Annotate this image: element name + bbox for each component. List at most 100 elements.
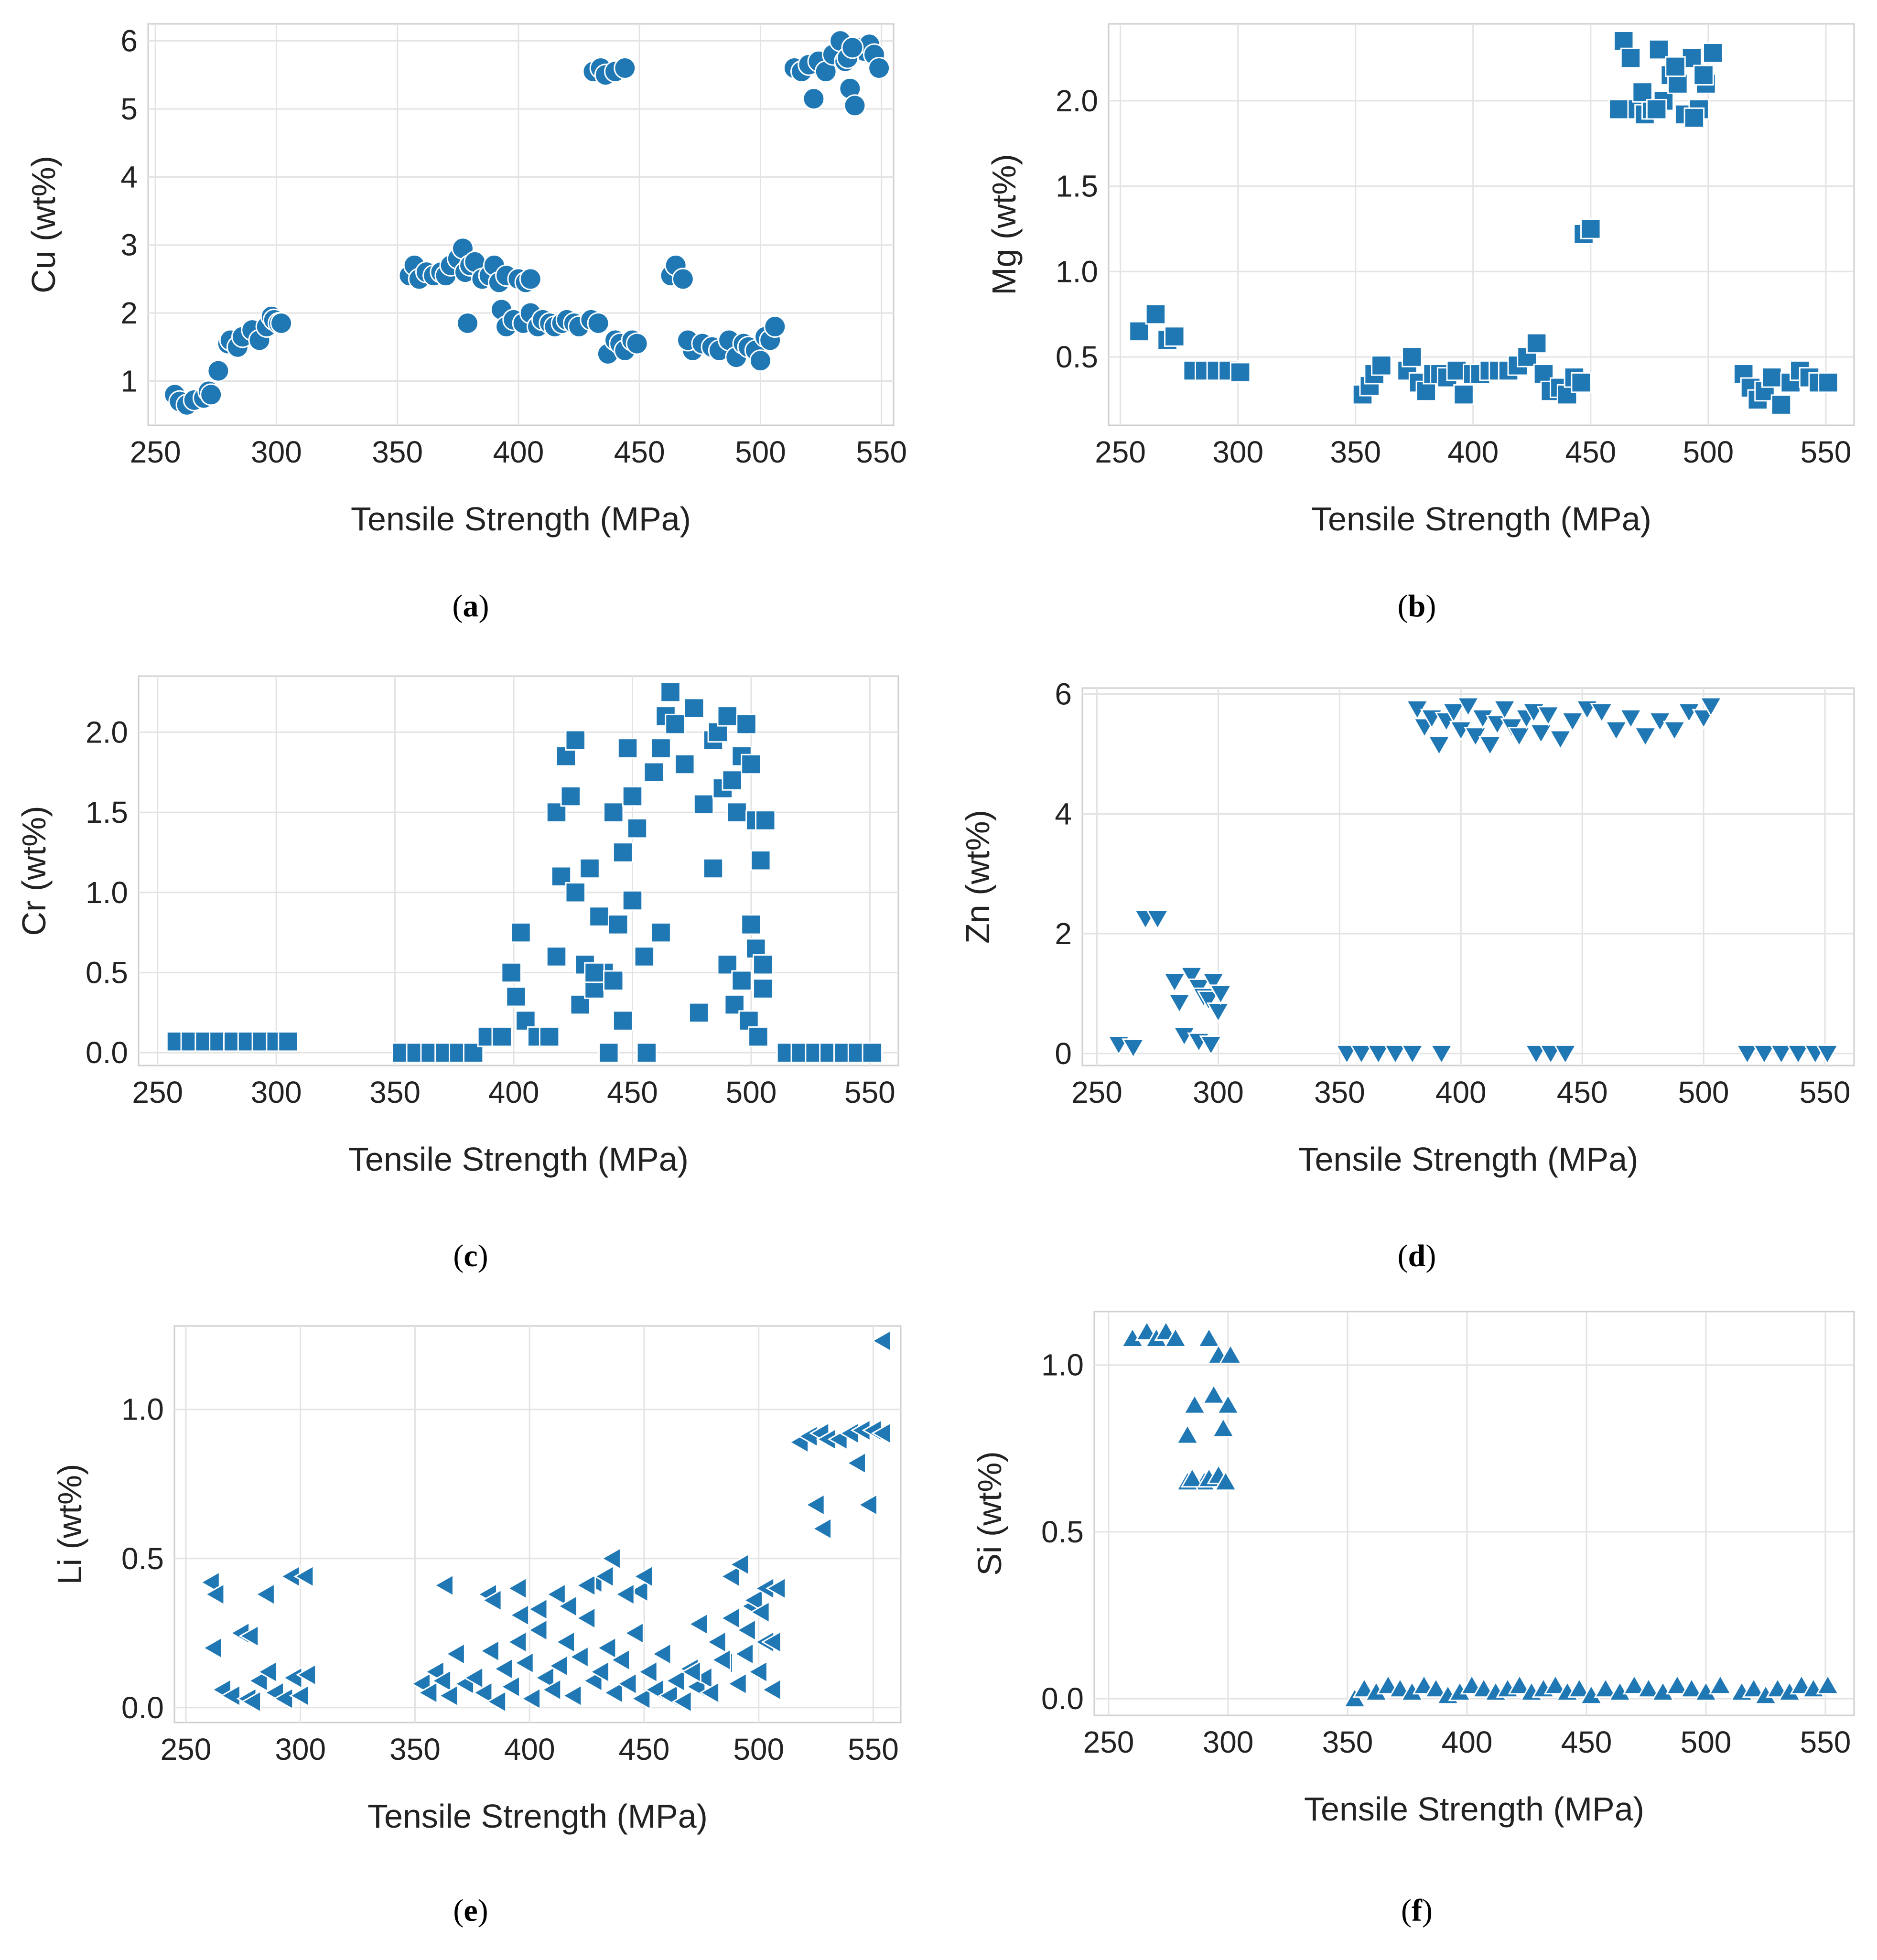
data-point [607, 914, 629, 935]
y-tick-label: 4 [120, 160, 138, 194]
data-point [220, 1684, 241, 1708]
data-point [680, 1660, 701, 1684]
x-tick-label: 300 [275, 1732, 326, 1766]
data-point [674, 754, 695, 775]
data-point [643, 762, 664, 783]
data-point [539, 1026, 560, 1047]
plot-area [1093, 1311, 1855, 1716]
data-point [665, 1669, 686, 1693]
y-tick-label: 1.0 [121, 1392, 164, 1427]
chart-panel-c: 250 300 350 400 450 500 550 0.0 0.5 1.0 1.5 2.0 Tens… [15, 675, 899, 1273]
data-point [1769, 1044, 1793, 1065]
data-point [845, 1451, 866, 1475]
data-point [565, 882, 586, 903]
data-point [871, 1422, 892, 1445]
x-axis-label: Tensile Strength (MPa) [348, 1141, 689, 1178]
panels-group: 250 300 350 400 450 500 550 1 2 3 4 5 6 Tensile Stren… [15, 23, 1855, 1928]
data-point [731, 970, 752, 991]
data-point [1702, 43, 1724, 64]
data-point [507, 1576, 528, 1600]
data-point [506, 986, 527, 1007]
data-point [1529, 723, 1553, 744]
data-point [199, 1571, 220, 1594]
data-point [568, 1645, 589, 1669]
data-point [1662, 721, 1686, 742]
data-point [766, 1576, 787, 1600]
x-axis-label: Tensile Strength (MPa) [1298, 1141, 1639, 1178]
data-point [868, 57, 891, 80]
data-point [1683, 107, 1705, 129]
data-point [456, 312, 479, 334]
data-point [616, 1672, 637, 1696]
data-point [1202, 1383, 1226, 1404]
data-point [579, 858, 600, 879]
data-point [510, 922, 531, 943]
data-point [734, 1642, 755, 1666]
scatter-points-c [166, 681, 883, 1063]
x-tick-label: 250 [161, 1732, 212, 1766]
data-point [565, 730, 586, 751]
x-tick-label: 450 [1565, 435, 1616, 469]
data-point [671, 268, 694, 291]
data-point [546, 946, 567, 967]
data-point [561, 1684, 583, 1708]
data-point [557, 1594, 578, 1618]
chart-panel-b: 250 300 350 400 450 500 550 0.5 1.0 1.5 2.0 Tensile… [985, 23, 1855, 624]
panel-label-d: (d) [1398, 1238, 1436, 1273]
data-point [257, 1660, 278, 1684]
data-point [1667, 73, 1688, 94]
data-point [626, 818, 648, 839]
data-point [491, 1026, 512, 1047]
chart-panel-a: 250 300 350 400 450 500 550 1 2 3 4 5 6 Tensile Stren… [25, 23, 907, 624]
data-point [1524, 1044, 1548, 1065]
data-point [693, 794, 714, 815]
x-tick-label: 500 [1681, 1725, 1732, 1759]
x-axis-label: Tensile Strength (MPa) [1304, 1790, 1644, 1828]
data-point [278, 1031, 299, 1052]
data-point [749, 349, 772, 372]
data-point [1816, 1674, 1840, 1695]
data-point [699, 1681, 720, 1705]
data-point [1648, 39, 1670, 60]
data-point [750, 850, 771, 871]
data-point [1553, 1044, 1577, 1065]
x-axis-label: Tensile Strength (MPa) [351, 500, 691, 538]
data-point [706, 1630, 727, 1654]
data-point [1539, 1044, 1563, 1065]
data-point [628, 1579, 649, 1603]
data-point [207, 359, 230, 382]
data-point [1164, 326, 1185, 347]
data-point [630, 1687, 651, 1711]
data-point [603, 970, 624, 991]
y-tick-label: 1.5 [86, 795, 128, 829]
x-tick-label: 250 [132, 1075, 183, 1109]
data-point [1561, 711, 1585, 732]
data-point [1567, 1677, 1591, 1698]
data-point [1548, 730, 1573, 751]
data-point [1401, 1044, 1424, 1065]
data-point [600, 1547, 621, 1571]
data-point [501, 962, 522, 983]
data-point [1580, 218, 1601, 239]
data-point [1818, 372, 1839, 393]
x-tick-label: 250 [1095, 435, 1146, 469]
data-point [433, 1573, 454, 1597]
data-point [598, 1042, 619, 1063]
data-point [741, 914, 762, 935]
x-tick-label: 450 [614, 435, 665, 469]
data-point [1453, 384, 1474, 405]
y-tick-label: 1.0 [1056, 254, 1098, 289]
scatter-points-e [199, 1329, 892, 1713]
data-point [1536, 706, 1560, 727]
x-axis-label: Tensile Strength (MPa) [367, 1798, 708, 1835]
data-point [1815, 1044, 1839, 1065]
data-point [1508, 1674, 1532, 1695]
data-point [1230, 362, 1251, 383]
x-tick-label: 300 [1203, 1725, 1254, 1759]
data-point [1349, 1044, 1373, 1065]
data-point [636, 1042, 658, 1063]
data-point [1752, 1044, 1776, 1065]
data-point [1526, 333, 1547, 354]
x-tick-label: 400 [504, 1732, 555, 1766]
x-tick-label: 550 [1801, 435, 1852, 469]
